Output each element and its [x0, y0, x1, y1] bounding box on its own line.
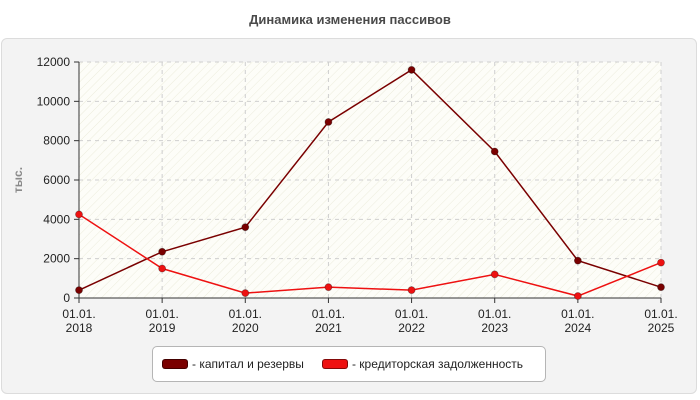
- data-point-1[interactable]: [324, 283, 333, 292]
- x-tick-label: 01.01. 2018: [62, 307, 95, 335]
- y-tick-label: 10000: [37, 94, 71, 108]
- y-tick-label: 6000: [43, 173, 70, 187]
- data-point-0[interactable]: [75, 286, 83, 295]
- legend-item-capital[interactable]: - капитал и резервы: [162, 357, 304, 371]
- y-tick-label: 12000: [37, 55, 71, 69]
- data-point-1[interactable]: [490, 270, 499, 279]
- data-point-0[interactable]: [407, 65, 416, 74]
- legend-label-payables: - кредиторская задолженность: [351, 357, 524, 371]
- legend-item-payables[interactable]: - кредиторская задолженность: [321, 357, 524, 371]
- y-tick-label: 8000: [43, 134, 70, 148]
- data-point-0[interactable]: [241, 223, 250, 232]
- x-tick-label: 01.01. 2022: [395, 307, 428, 335]
- legend-label-capital: - капитал и резервы: [192, 357, 304, 371]
- axis-labels: 0 2000 4000 6000 8000 10000 12000 01.01. 2018 01.…: [11, 55, 678, 335]
- legend-swatch-payables: [321, 359, 348, 369]
- x-tick-label: 01.01. 2021: [312, 307, 345, 335]
- series-group: [75, 65, 665, 300]
- legend-swatch-capital: [162, 359, 188, 369]
- y-tick-label: 0: [63, 291, 70, 305]
- x-tick-label: 01.01. 2025: [644, 307, 677, 335]
- data-point-1[interactable]: [657, 258, 665, 267]
- x-tick-label: 01.01. 2023: [478, 307, 511, 335]
- data-point-0[interactable]: [158, 247, 167, 256]
- data-point-1[interactable]: [75, 210, 83, 219]
- x-tick-label: 01.01. 2024: [561, 307, 594, 335]
- y-tick-label: 2000: [43, 252, 70, 266]
- series-line-0: [78, 68, 662, 291]
- data-point-0[interactable]: [324, 118, 333, 126]
- legend: - капитал и резервы - кредиторская задол…: [152, 346, 546, 382]
- y-axis-label: тыс.: [11, 167, 25, 193]
- data-point-0[interactable]: [490, 147, 499, 156]
- data-point-1[interactable]: [158, 264, 167, 273]
- y-tick-label: 4000: [43, 212, 70, 226]
- data-point-1[interactable]: [407, 286, 416, 295]
- gridlines: [79, 61, 662, 298]
- x-tick-label: 01.01. 2019: [145, 307, 178, 335]
- x-tick-label: 01.01. 2020: [229, 307, 262, 335]
- series-line-1: [78, 213, 662, 297]
- data-point-1[interactable]: [573, 292, 582, 300]
- data-point-0[interactable]: [657, 283, 665, 292]
- chart-title: Динамика изменения пассивов: [249, 12, 451, 27]
- data-point-0[interactable]: [573, 256, 582, 265]
- data-point-1[interactable]: [241, 289, 250, 297]
- axes: [74, 61, 662, 303]
